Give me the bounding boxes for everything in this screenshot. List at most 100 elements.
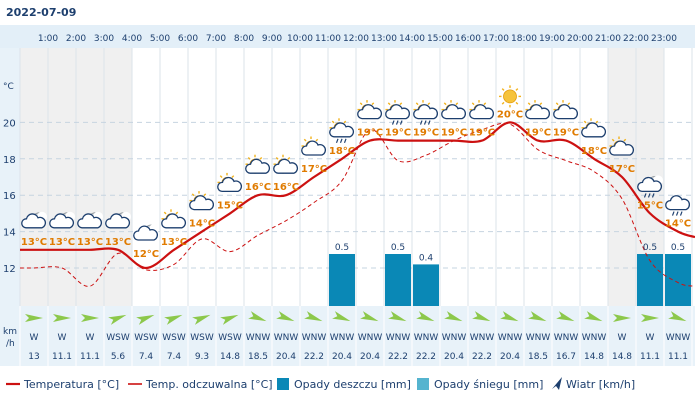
hour-label: 23:00 — [651, 34, 677, 44]
temperature-label: 19°C — [469, 128, 495, 139]
rain-value-labels: 0.5 0.5 0.4 0.5 0.5 — [335, 243, 685, 263]
wind-direction: WNW — [442, 333, 467, 343]
wind-direction: WNW — [330, 333, 355, 343]
wind-direction: WSW — [162, 333, 186, 343]
legend-area — [0, 368, 695, 408]
hour-label: 19:00 — [539, 34, 565, 44]
wind-arrow-icon — [276, 311, 295, 322]
hour-label: 2:00 — [66, 34, 86, 44]
wind-speed: 14.8 — [612, 352, 632, 362]
sun-cloud-icon — [469, 100, 494, 120]
sun-cloud-icon — [161, 209, 186, 229]
sun-cloud-icon — [581, 118, 606, 138]
sun-cloud-icon — [609, 136, 634, 156]
temperature-labels: 13°C 13°C 13°C 13°C12°C13°C14°C15°C16°C 16°C… — [21, 109, 691, 260]
temperature-tick: 12 — [3, 264, 16, 275]
wind-speed: 20.4 — [500, 352, 520, 362]
temperature-label: 15°C — [637, 200, 663, 211]
rain-bar — [413, 264, 439, 306]
moon-partly-cloudy-icon — [77, 211, 103, 229]
temperature-label: 18°C — [581, 146, 607, 157]
temperature-label: 12°C — [133, 249, 159, 260]
wind-speed: 11.1 — [52, 352, 72, 362]
hour-label: 9:00 — [262, 34, 282, 44]
temperature-tick: 14 — [3, 228, 16, 239]
temperature-axis-band — [0, 48, 20, 306]
wind-arrow-icon — [164, 314, 183, 325]
night-shade — [104, 48, 132, 306]
wind-unit-label-km: km — [3, 327, 17, 337]
temperature-label: 13°C — [49, 237, 75, 248]
wind-speed: 16.7 — [556, 352, 576, 362]
hour-label: 5:00 — [150, 34, 170, 44]
sun-cloud-icon — [553, 100, 578, 120]
weather-icons — [21, 85, 690, 241]
wind-direction: WNW — [470, 333, 495, 343]
temperature-line — [20, 121, 695, 270]
wind-direction: WNW — [414, 333, 439, 343]
hour-label: 16:00 — [455, 34, 481, 44]
rain-bar — [665, 254, 691, 306]
wind-speed: 7.4 — [139, 352, 154, 362]
wind-speed: 11.1 — [668, 352, 688, 362]
rain-value: 0.5 — [335, 243, 349, 253]
temperature-label: 17°C — [609, 164, 635, 175]
wind-arrow-icon — [192, 314, 211, 325]
hour-label: 17:00 — [483, 34, 509, 44]
hour-header-band — [0, 25, 695, 50]
legend: Temperatura [°C] Temp. odczuwalna [°C] O… — [6, 377, 635, 391]
hour-label: 21:00 — [595, 34, 621, 44]
hour-label: 11:00 — [315, 34, 341, 44]
wind-arrow-icon — [25, 314, 43, 322]
rain-bars — [329, 254, 691, 306]
temperature-tick: 16 — [3, 191, 16, 202]
temperature-gridlines — [20, 121, 695, 269]
temperature-label: 19°C — [525, 128, 551, 139]
sun-cloud-rain-icon — [329, 118, 354, 144]
wind-unit-label-h: /h — [6, 339, 15, 349]
temperature-tick: 18 — [3, 155, 16, 166]
wind-arrow-icon — [500, 311, 519, 322]
wind-speed: 14.8 — [584, 352, 604, 362]
hour-labels: 1:00 2:00 3:00 4:00 5:00 6:00 7:00 8:00 9:00 10:0… — [38, 34, 677, 44]
sun-cloud-rain-icon — [385, 100, 410, 125]
legend-snow-swatch — [417, 378, 429, 390]
temperature-label: 19°C — [357, 128, 383, 139]
legend-snow-label: Opady śniegu [mm] — [434, 378, 543, 391]
wind-direction: W — [30, 333, 39, 343]
wind-direction: WSW — [218, 333, 242, 343]
wind-direction: WNW — [554, 333, 579, 343]
sun-cloud-icon — [357, 100, 382, 120]
moon-partly-cloudy-icon — [49, 211, 75, 229]
wind-speed: 18.5 — [528, 352, 548, 362]
rain-value: 0.5 — [391, 243, 405, 253]
wind-arrow-icon — [304, 311, 323, 322]
hour-label: 1:00 — [38, 34, 58, 44]
legend-feels-like-label: Temp. odczuwalna [°C] — [145, 378, 273, 391]
wind-arrow-icon — [641, 314, 659, 322]
rain-bar — [329, 254, 355, 306]
wind-arrow-icon — [53, 314, 71, 322]
hour-label: 3:00 — [94, 34, 114, 44]
hour-label: 7:00 — [206, 34, 226, 44]
wind-direction: WNW — [274, 333, 299, 343]
temperature-label: 13°C — [105, 237, 131, 248]
temperature-label: 13°C — [77, 237, 103, 248]
hour-label: 10:00 — [287, 34, 313, 44]
wind-arrow-icon — [220, 314, 239, 325]
wind-arrow-icon — [360, 311, 379, 322]
legend-wind-arrow-icon — [552, 377, 562, 390]
wind-direction: WSW — [106, 333, 130, 343]
wind-direction: WNW — [498, 333, 523, 343]
wind-speed: 14.8 — [220, 352, 240, 362]
temperature-label: 18°C — [329, 146, 355, 157]
rain-bar — [385, 254, 411, 306]
wind-direction: W — [646, 333, 655, 343]
hour-label: 12:00 — [343, 34, 369, 44]
wind-arrow-icon — [81, 314, 99, 322]
wind-speed: 18.5 — [248, 352, 268, 362]
wind-speed: 13 — [28, 352, 39, 362]
rain-value: 0.5 — [643, 243, 657, 253]
sun-cloud-rain-icon — [413, 100, 438, 125]
